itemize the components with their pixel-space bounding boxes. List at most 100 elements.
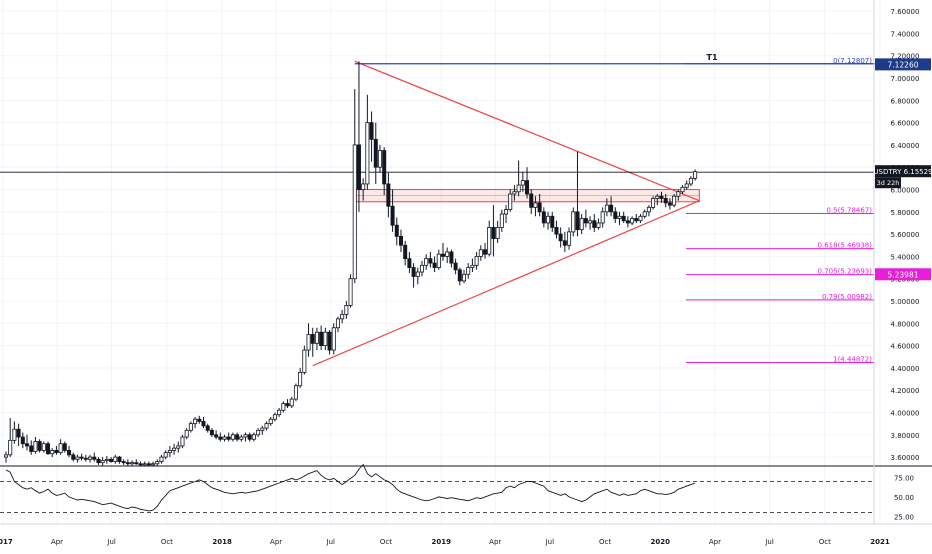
candle-body-up	[113, 456, 118, 462]
candle-body-up	[693, 171, 698, 179]
candle-body-up	[163, 452, 168, 458]
candle-body-down	[20, 436, 25, 445]
candle-body-up	[533, 202, 538, 208]
candle-body-up	[331, 327, 336, 351]
candle-body-up	[264, 423, 269, 429]
price-tick-label: 4.00000	[891, 409, 920, 417]
candle-body-up	[617, 215, 622, 219]
candle-body-up	[335, 318, 340, 329]
candle-body-down	[583, 218, 588, 224]
candle-body-up	[424, 258, 429, 266]
candle-body-up	[508, 193, 513, 210]
candle-body-down	[209, 429, 214, 436]
time-tick-label: 2018	[212, 538, 232, 546]
t1-label: T1	[706, 53, 717, 62]
candle-body-down	[663, 198, 668, 204]
time-tick-label: 2020	[651, 538, 671, 546]
candle-body-down	[71, 454, 76, 460]
price-tick-label: 6.60000	[891, 120, 920, 128]
fib-level-label: 1(4.44872)	[833, 355, 872, 363]
triangle-lower-line	[312, 200, 700, 367]
fib-level-label: 0.79(5.00982)	[822, 293, 872, 301]
candle-body-down	[218, 436, 223, 440]
candle-body-down	[558, 233, 563, 242]
candle-body-up	[646, 206, 651, 213]
candle-body-down	[525, 180, 530, 195]
candle-body-up	[230, 434, 235, 440]
candle-body-up	[268, 418, 273, 425]
candle-body-down	[138, 463, 143, 466]
candle-body-up	[688, 177, 693, 185]
time-tick-label: Jul	[764, 538, 774, 546]
candle-body-up	[462, 273, 467, 282]
candle-body-up	[75, 456, 80, 460]
price-tick-label: 6.40000	[891, 142, 920, 150]
candle-body-up	[130, 462, 135, 465]
candle-body-up	[377, 150, 382, 168]
candle-body-up	[638, 215, 643, 222]
candle-body-down	[67, 449, 72, 456]
candle-body-up	[676, 191, 681, 197]
candle-body-up	[344, 305, 349, 315]
candle-body-up	[272, 414, 277, 420]
candle-body-up	[193, 418, 198, 425]
time-tick-label: 2021	[870, 538, 890, 546]
candle-body-up	[466, 267, 471, 275]
candle-body-up	[50, 449, 55, 455]
candle-body-up	[159, 456, 164, 462]
candle-body-down	[441, 253, 446, 257]
candle-body-up	[571, 211, 576, 233]
candle-body-down	[634, 218, 639, 222]
candle-body-up	[289, 398, 294, 407]
candle-body-down	[562, 240, 567, 246]
time-tick-label: 2017	[0, 538, 13, 546]
rsi-axis-label: 50.00	[894, 494, 914, 502]
candle-body-down	[146, 463, 151, 466]
rsi-axis-label: 25.00	[894, 513, 914, 521]
price-tick-label: 7.20000	[891, 53, 920, 61]
candle-body-up	[680, 186, 685, 193]
candle-body-down	[54, 449, 59, 454]
candle-body-up	[172, 447, 177, 451]
candle-body-up	[4, 454, 9, 458]
candle-body-up	[104, 458, 109, 461]
candle-body-down	[373, 138, 378, 168]
price-tick-label: 7.40000	[891, 30, 920, 38]
candle-body-down	[96, 458, 101, 464]
time-tick-label: 2019	[431, 538, 451, 546]
time-tick-label: Jul	[106, 538, 116, 546]
candle-body-down	[197, 418, 202, 422]
candle-body-down	[92, 456, 97, 460]
price-tick-label: 7.00000	[891, 75, 920, 83]
candle-body-up	[33, 441, 38, 452]
candle-body-up	[222, 436, 227, 440]
candle-body-up	[88, 456, 93, 460]
price-tick-label: 4.20000	[891, 387, 920, 395]
candle-body-down	[550, 215, 555, 228]
rsi-axis-label: 75.00	[894, 475, 914, 483]
candle-body-up	[188, 423, 193, 431]
candle-body-down	[403, 244, 408, 260]
candle-body-down	[659, 195, 664, 199]
time-tick-label: Apr	[489, 538, 501, 546]
price-tick-label: 5.80000	[891, 209, 920, 217]
countdown-badge	[875, 177, 901, 189]
candle-body-up	[596, 222, 601, 228]
candle-body-down	[432, 262, 437, 268]
candle-body-down	[407, 258, 412, 268]
candle-body-down	[29, 445, 34, 452]
candle-body-down	[46, 443, 51, 455]
candle-body-up	[567, 231, 572, 246]
candle-body-up	[352, 144, 357, 280]
candle-body-down	[285, 403, 290, 407]
time-tick-label: Apr	[270, 538, 282, 546]
candle-body-up	[277, 409, 282, 416]
candle-body-up	[487, 227, 492, 255]
candle-body-up	[167, 449, 172, 454]
price-badge-label: 5.23981	[887, 270, 918, 279]
price-tick-label: 5.60000	[891, 231, 920, 239]
time-tick-label: Apr	[709, 538, 721, 546]
candle-body-down	[537, 202, 542, 213]
candle-body-down	[226, 436, 231, 440]
